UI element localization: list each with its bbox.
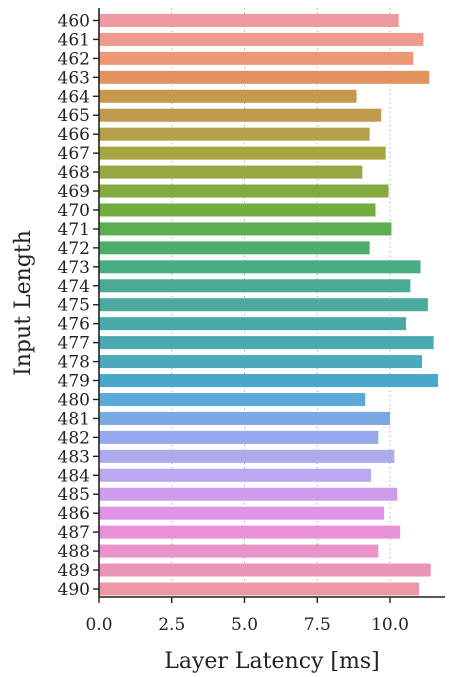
bar-464 — [99, 89, 357, 103]
bar-474 — [99, 279, 411, 293]
y-tick-label: 476 — [58, 315, 90, 335]
bar-463 — [99, 70, 430, 84]
bar-485 — [99, 487, 398, 501]
bar-482 — [99, 430, 379, 444]
y-tick-label: 467 — [58, 144, 90, 164]
y-tick-label: 477 — [58, 334, 90, 354]
bar-471 — [99, 222, 392, 236]
y-tick-label: 462 — [58, 49, 90, 69]
y-tick-label: 472 — [58, 239, 90, 259]
y-tick-label: 486 — [58, 504, 90, 524]
bar-460 — [99, 13, 399, 27]
bar-484 — [99, 468, 372, 482]
x-tick-labels: 0.0 2.5 5.0 7.5 10.0 — [85, 597, 409, 635]
y-tick-label: 471 — [58, 220, 90, 240]
x-tick-label: 7.5 — [304, 615, 331, 635]
bar-480 — [99, 392, 366, 406]
y-tick-label: 475 — [58, 296, 90, 316]
y-tick-label: 484 — [58, 466, 90, 486]
y-tick-label: 470 — [58, 201, 90, 221]
x-tick-label: 10.0 — [371, 615, 409, 635]
y-tick-label: 468 — [58, 163, 90, 183]
bar-472 — [99, 241, 370, 255]
y-tick-label: 487 — [58, 523, 90, 543]
x-tick-label: 0.0 — [85, 615, 112, 635]
y-tick-label: 482 — [58, 428, 90, 448]
y-tick-label: 479 — [58, 372, 90, 392]
bar-466 — [99, 127, 370, 141]
y-tick-label: 490 — [58, 580, 90, 600]
bar-489 — [99, 563, 431, 577]
y-tick-label: 469 — [58, 182, 90, 202]
x-axis-title: Layer Latency [ms] — [164, 649, 380, 674]
bar-488 — [99, 544, 379, 558]
bar-462 — [99, 51, 414, 65]
x-tick-label: 2.5 — [158, 615, 185, 635]
bar-490 — [99, 582, 420, 596]
y-tick-label: 460 — [58, 11, 90, 31]
y-tick-label: 481 — [58, 409, 90, 429]
y-tick-label: 478 — [58, 353, 90, 373]
x-tick-label: 5.0 — [231, 615, 258, 635]
bar-483 — [99, 449, 395, 463]
bars — [99, 13, 439, 596]
y-tick-label: 480 — [58, 390, 90, 410]
bar-473 — [99, 260, 421, 274]
y-tick-label: 465 — [58, 106, 90, 126]
y-tick-label: 489 — [58, 561, 90, 581]
y-tick-label: 474 — [58, 277, 90, 297]
bar-475 — [99, 298, 428, 312]
bar-476 — [99, 317, 407, 331]
bar-487 — [99, 525, 401, 539]
bar-477 — [99, 336, 434, 350]
y-tick-label: 485 — [58, 485, 90, 505]
y-tick-labels: 4604614624634644654664674684694704714724… — [58, 11, 99, 600]
y-tick-label: 464 — [58, 87, 90, 107]
bar-470 — [99, 203, 376, 217]
y-axis-title: Input Length — [11, 230, 36, 376]
y-tick-label: 466 — [58, 125, 90, 145]
bar-468 — [99, 165, 363, 179]
bar-479 — [99, 374, 439, 388]
bar-478 — [99, 355, 423, 369]
bar-486 — [99, 506, 385, 520]
bar-465 — [99, 108, 382, 122]
y-tick-label: 473 — [58, 258, 90, 278]
bar-481 — [99, 411, 390, 425]
y-tick-label: 483 — [58, 447, 90, 467]
axes — [98, 8, 445, 598]
bar-469 — [99, 184, 389, 198]
bar-461 — [99, 32, 424, 46]
bar-467 — [99, 146, 386, 160]
y-tick-label: 461 — [58, 30, 90, 50]
y-tick-label: 488 — [58, 542, 90, 562]
y-tick-label: 463 — [58, 68, 90, 88]
